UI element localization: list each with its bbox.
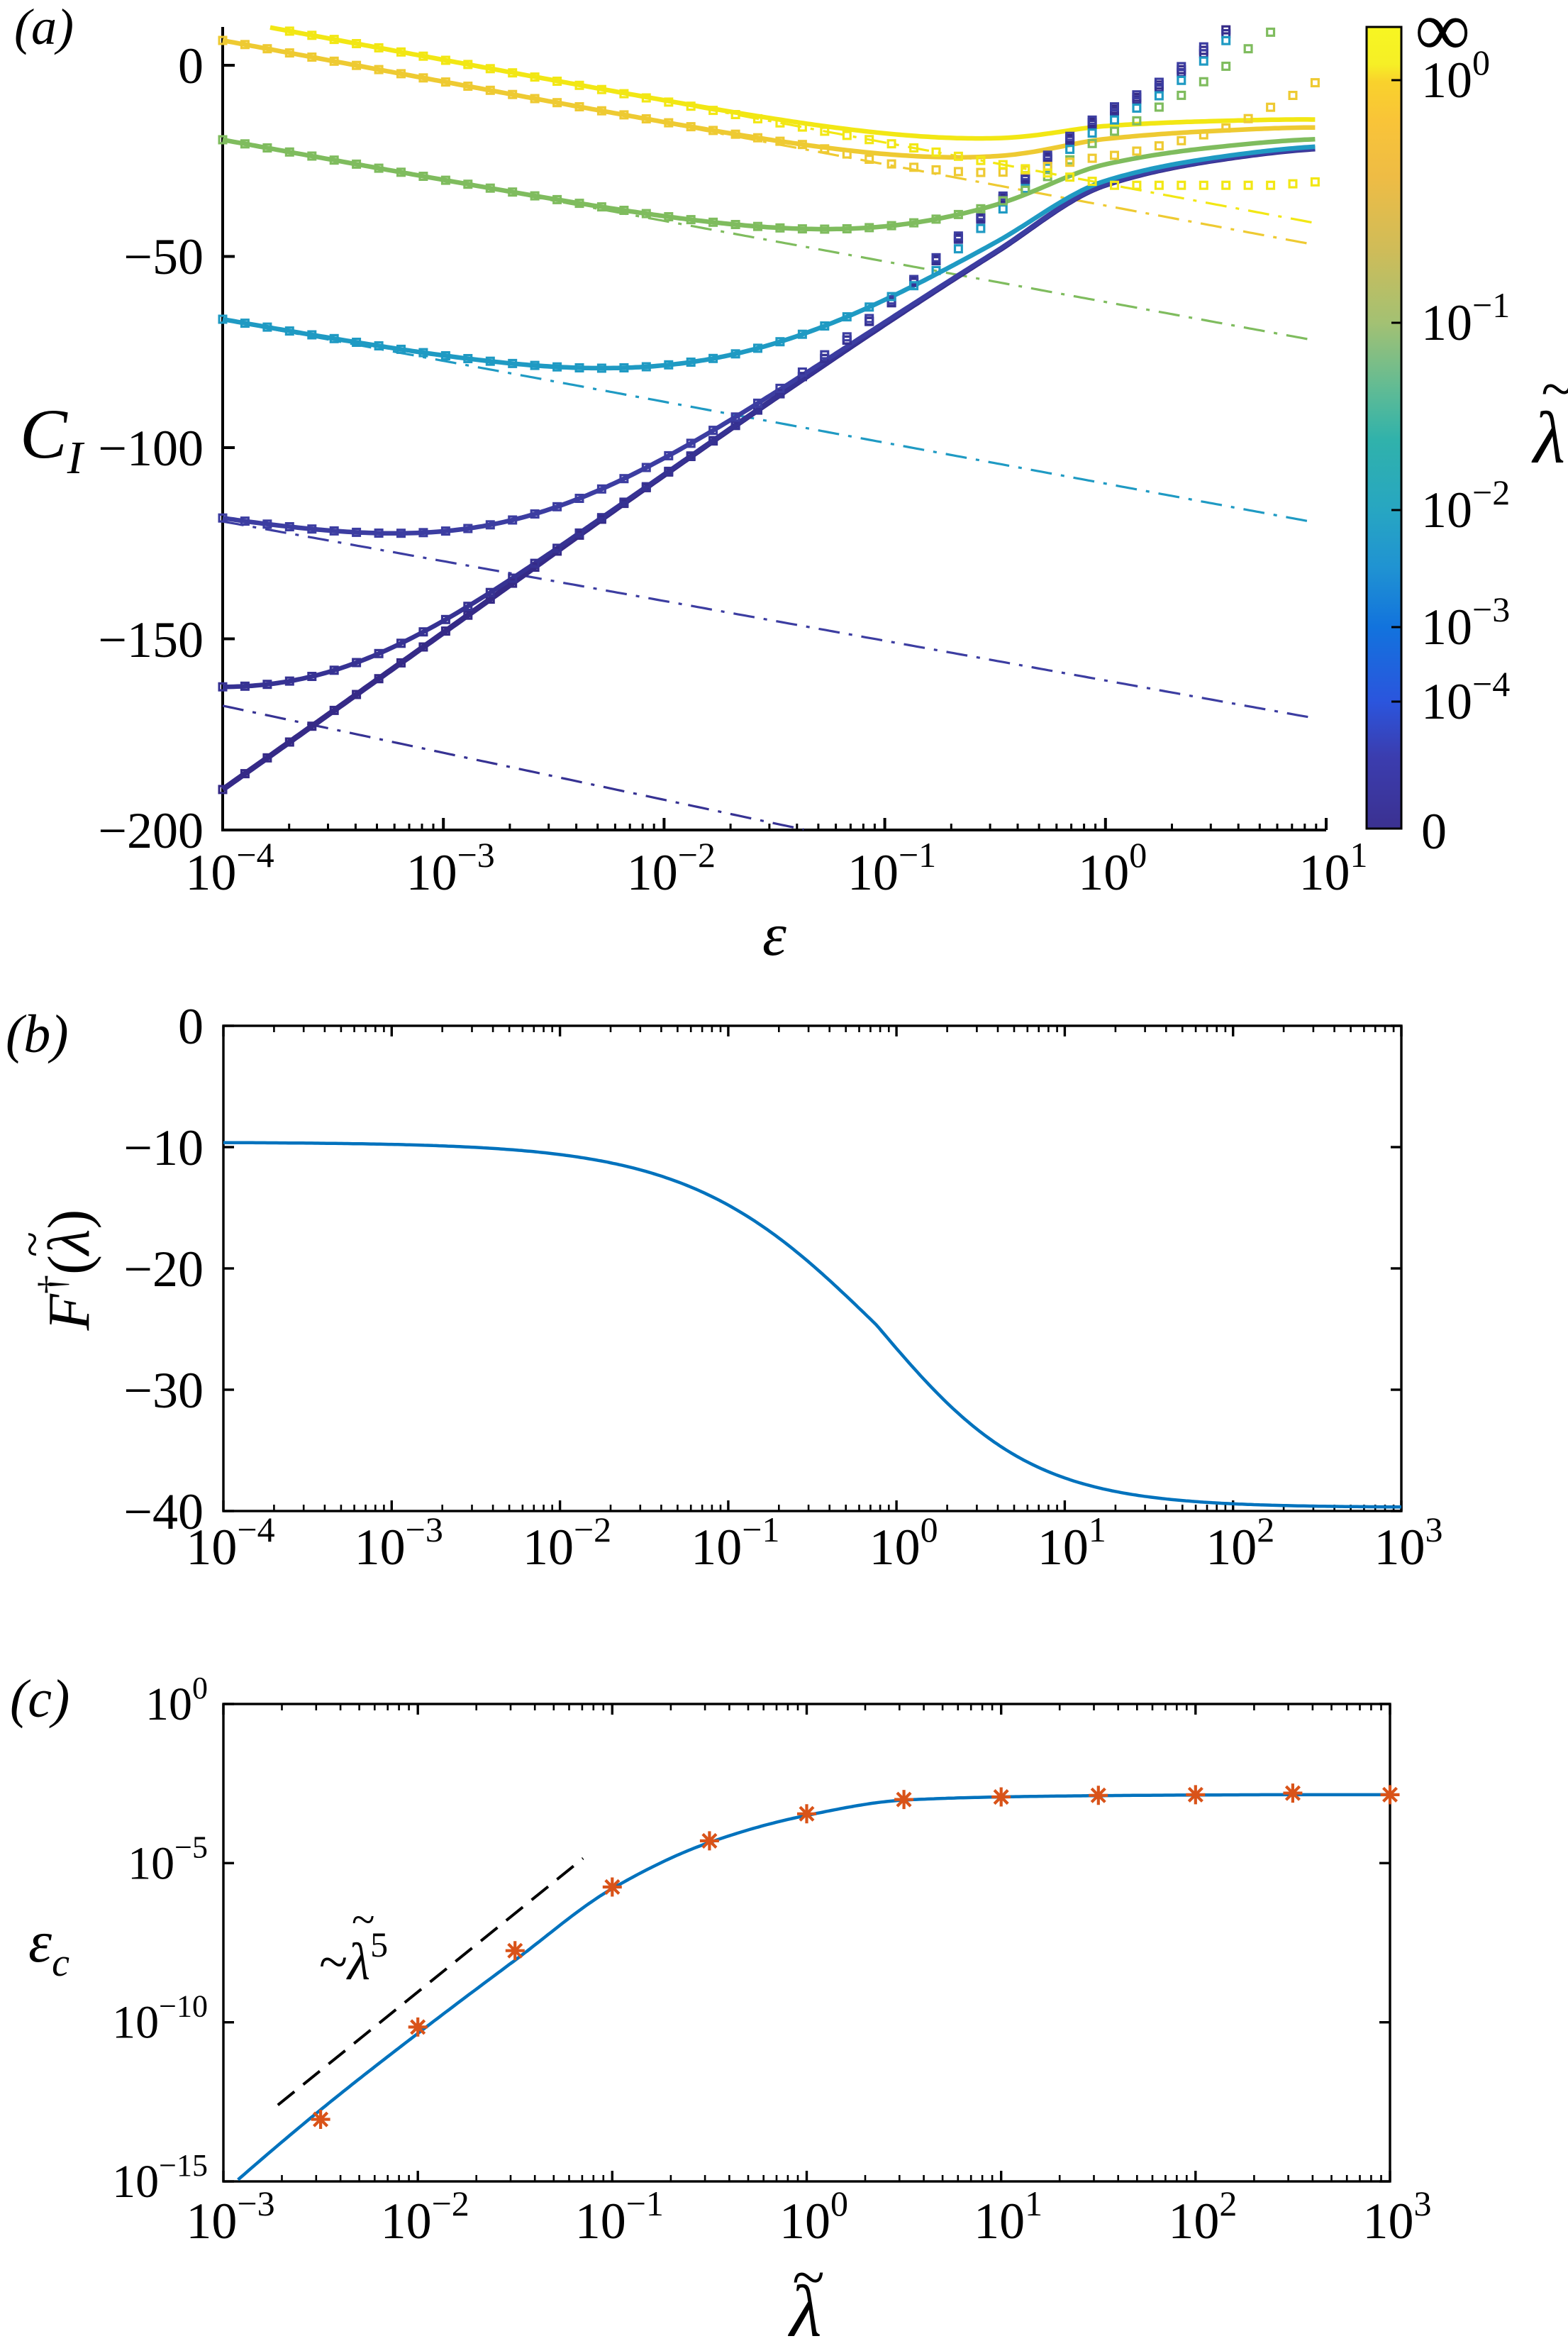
svg-text:10−3: 10−3: [1421, 590, 1510, 655]
svg-text:0: 0: [1421, 803, 1447, 860]
svg-text:F†(λ): F†(λ): [30, 1210, 102, 1332]
svg-text:10−4: 10−4: [186, 1510, 274, 1576]
svg-text:~: ~: [6, 1232, 58, 1257]
svg-text:−50: −50: [123, 228, 204, 285]
svg-text:−10: −10: [123, 1119, 204, 1176]
svg-text:(a): (a): [14, 0, 74, 55]
svg-text:103: 103: [1363, 2184, 1432, 2250]
svg-text:0: 0: [178, 998, 204, 1055]
svg-text:−150: −150: [98, 612, 204, 668]
svg-text:~: ~: [792, 2245, 824, 2311]
svg-text:∞: ∞: [1415, 0, 1470, 72]
svg-text:−20: −20: [123, 1241, 204, 1298]
svg-text:10−1: 10−1: [691, 1510, 779, 1576]
svg-text:100: 100: [145, 1671, 208, 1730]
svg-text:(c): (c): [10, 1669, 69, 1729]
svg-text:λ: λ: [1531, 397, 1565, 479]
svg-text:−40: −40: [123, 1483, 204, 1540]
svg-text:ε: ε: [762, 900, 786, 968]
svg-text:10−4: 10−4: [1421, 664, 1510, 730]
svg-text:10−4: 10−4: [185, 835, 274, 901]
svg-text:−100: −100: [98, 420, 204, 477]
svg-text:−30: −30: [123, 1362, 204, 1419]
svg-text:101: 101: [1299, 835, 1368, 901]
svg-text:CI: CI: [20, 394, 85, 484]
svg-text:−200: −200: [98, 802, 204, 859]
svg-text:~: ~: [352, 1896, 374, 1943]
svg-text:~: ~: [1541, 356, 1568, 422]
svg-text:(b): (b): [6, 1005, 69, 1064]
svg-text:0: 0: [178, 38, 204, 94]
svg-text:λ: λ: [787, 2271, 821, 2346]
